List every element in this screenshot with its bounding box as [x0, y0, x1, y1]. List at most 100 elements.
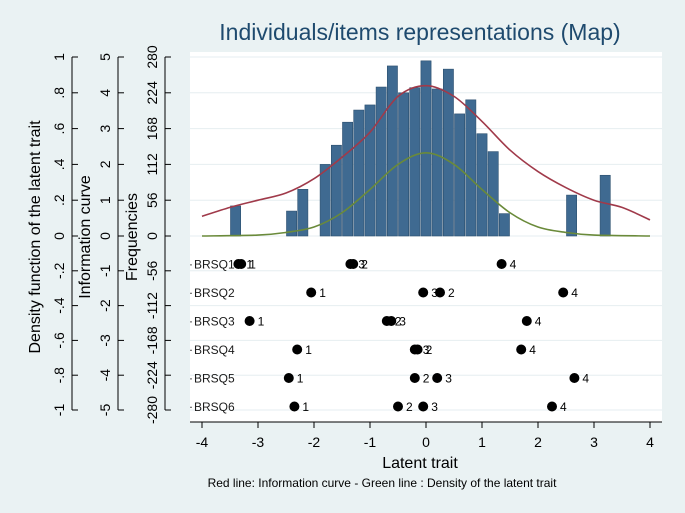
- histogram-bar: [286, 210, 297, 237]
- histogram-bar: [230, 205, 241, 237]
- y-tick-label: .2: [51, 194, 67, 206]
- density-curve: [201, 151, 651, 237]
- y-tick-label: -4: [97, 369, 113, 382]
- y-tick-label: 0: [51, 232, 67, 240]
- x-tick-label: 4: [646, 434, 654, 450]
- threshold-point: [412, 344, 423, 355]
- threshold-label: 4: [560, 400, 567, 414]
- y-axis-label-frequencies: Frequencies: [124, 193, 141, 281]
- x-tick-label: 0: [422, 434, 430, 450]
- y-tick-label: -.6: [51, 332, 67, 349]
- y-tick-label: 4: [97, 89, 113, 97]
- item-row-marker: ·: [189, 400, 193, 414]
- item-row-marker: ·: [189, 286, 193, 300]
- histogram-bar: [476, 133, 488, 237]
- y-tick-label: -.8: [51, 367, 67, 384]
- histogram-bar: [566, 194, 577, 237]
- threshold-point: [292, 344, 303, 355]
- item-row-marker: ·: [189, 314, 193, 328]
- item-thresholds: · BRSQ1 11 32 4· BRSQ2 1 3 2 4· BRSQ3 1 23 4· BRSQ4 1 32…: [189, 257, 589, 414]
- threshold-point: [236, 259, 247, 269]
- threshold-label: 1: [305, 343, 312, 357]
- threshold-point: [306, 287, 317, 298]
- y-tick-label: -1: [97, 264, 113, 277]
- y-tick-label: 280: [144, 45, 160, 69]
- histogram-bar: [319, 164, 331, 237]
- curves: [201, 84, 651, 237]
- threshold-label: 2: [448, 286, 455, 300]
- histogram-bar: [442, 68, 454, 237]
- information-curve: [201, 84, 651, 221]
- threshold-label: 2: [395, 315, 402, 329]
- y-tick-label: -112: [144, 292, 160, 319]
- y-tick-label: 0: [144, 232, 160, 240]
- histogram-bar: [342, 121, 353, 237]
- x-tick-label: -1: [364, 434, 377, 450]
- threshold-label: 4: [510, 258, 517, 272]
- y-tick-label: -280: [144, 396, 160, 424]
- threshold-point: [547, 401, 557, 412]
- threshold-point: [516, 344, 527, 355]
- y-tick-label: -168: [144, 326, 160, 354]
- y-tick-label: -.2: [51, 262, 67, 279]
- x-tick-label: 1: [478, 434, 486, 450]
- y-tick-label: 56: [144, 192, 160, 208]
- threshold-label: 2: [423, 372, 430, 386]
- x-tick-label: -3: [252, 434, 265, 450]
- threshold-point: [393, 401, 403, 412]
- x-axis-label: Latent trait: [382, 455, 458, 472]
- threshold-point: [558, 287, 569, 298]
- y-tick-label: 168: [144, 117, 160, 141]
- y-tick-label: 3: [97, 124, 113, 132]
- histogram-bar: [420, 60, 432, 237]
- threshold-point: [569, 373, 580, 383]
- threshold-label: 1: [302, 400, 309, 414]
- histogram-bar: [297, 189, 309, 237]
- threshold-point: [409, 373, 420, 383]
- histogram-bar: [465, 99, 477, 237]
- threshold-point: [289, 401, 300, 412]
- threshold-point: [521, 316, 532, 326]
- histogram-bar: [353, 109, 365, 237]
- item-label: BRSQ6: [194, 400, 235, 414]
- item-row-marker: ·: [189, 371, 193, 385]
- chart-note: Red line: Information curve - Green line…: [208, 476, 557, 490]
- y-tick-label: -1: [51, 404, 67, 417]
- x-tick-label: 2: [534, 434, 542, 450]
- y-tick-label: 224: [144, 81, 160, 105]
- histogram-bar: [398, 92, 409, 237]
- item-label: BRSQ3: [194, 315, 235, 329]
- chart-title: Individuals/items representations (Map): [219, 19, 620, 45]
- threshold-label: 2: [361, 258, 368, 272]
- threshold-point: [418, 401, 429, 412]
- threshold-point: [496, 259, 507, 269]
- histogram-bar: [431, 88, 443, 237]
- y-tick-label: -224: [144, 361, 160, 389]
- threshold-label: 3: [445, 372, 452, 386]
- threshold-label: 3: [431, 400, 438, 414]
- item-label: BRSQ2: [194, 286, 235, 300]
- x-axis: -4 -3 -2 -1 0 1 2 3 4: [190, 421, 662, 450]
- y-tick-label: 1: [97, 196, 113, 204]
- histogram-bar: [599, 174, 611, 237]
- y-tick-label: .8: [51, 87, 67, 99]
- threshold-label: 4: [535, 315, 542, 329]
- threshold-label: 4: [571, 286, 578, 300]
- threshold-label: 4: [529, 343, 536, 357]
- histogram-bars: [230, 60, 611, 237]
- y-axis-label-information: Information curve: [77, 175, 94, 299]
- item-row-marker: ·: [189, 257, 193, 271]
- item-label: BRSQ4: [194, 343, 235, 357]
- y-axes: -1 -.8 -.6 -.4 -.2 0 .2 .4 .6 .8 1 -5 -4 -3 -2 -1 0 1 2 3 4 5…: [51, 45, 171, 424]
- threshold-point: [348, 259, 359, 269]
- y-axis-label-density: Density function of the latent trait: [27, 120, 44, 354]
- threshold-point: [386, 316, 397, 326]
- histogram-bar: [375, 86, 387, 237]
- y-tick-label: 0: [97, 232, 113, 240]
- threshold-label: 1: [319, 286, 326, 300]
- x-tick-label: -2: [308, 434, 321, 450]
- histogram-bar: [364, 104, 376, 237]
- threshold-label: 2: [426, 343, 433, 357]
- threshold-label: 1: [246, 258, 253, 272]
